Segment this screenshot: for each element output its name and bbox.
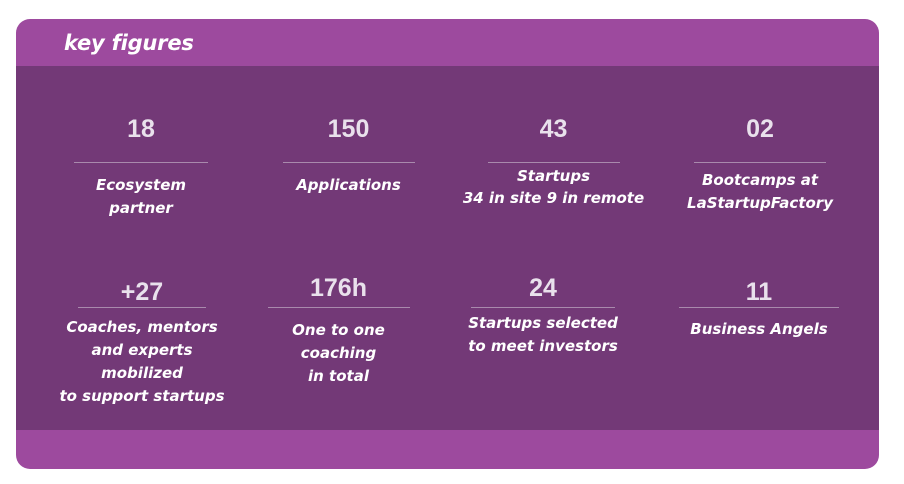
- stat-label: Startups 34 in site 9 in remote: [462, 167, 645, 207]
- stat-label: Bootcamps at LaStartupFactory: [687, 171, 833, 212]
- stat-label: Applications: [296, 176, 401, 194]
- stat-startups-selected: 24 Startups selected to meet investors: [468, 273, 618, 358]
- stats-panel: 18 Ecosystem partner 150 Applications 43…: [16, 66, 879, 430]
- key-figures-card: key figures 18 Ecosystem partner 150 App…: [16, 19, 879, 469]
- stat-label: Coaches, mentors and experts mobilized t…: [59, 318, 225, 405]
- stat-value: 150: [327, 115, 370, 143]
- stat-label: One to one coaching in total: [292, 321, 385, 385]
- stat-divider: [487, 162, 620, 163]
- stat-divider: [282, 162, 415, 163]
- stat-divider: [471, 307, 615, 308]
- stat-divider: [74, 162, 208, 163]
- stat-value: 11: [745, 278, 773, 306]
- stat-divider: [267, 307, 410, 308]
- stat-business-angels: 11 Business Angels: [678, 277, 840, 341]
- stat-label: Business Angels: [690, 320, 828, 338]
- stat-value: 43: [539, 115, 568, 143]
- stat-value: 02: [746, 115, 774, 143]
- stat-ecosystem-partners: 18 Ecosystem partner: [66, 114, 216, 220]
- stat-value: 176h: [310, 274, 367, 302]
- stat-value: 18: [127, 115, 155, 143]
- stat-divider: [679, 307, 839, 308]
- stat-value: 24: [529, 274, 557, 302]
- stat-coaches-mentors: +27 Coaches, mentors and experts mobiliz…: [56, 277, 228, 408]
- stat-bootcamps: 02 Bootcamps at LaStartupFactory: [676, 114, 844, 215]
- stat-label: Startups selected to meet investors: [468, 314, 618, 355]
- stat-divider: [694, 162, 826, 163]
- stat-divider: [78, 307, 206, 308]
- stat-startups: 43 Startups 34 in site 9 in remote: [461, 114, 646, 209]
- stat-applications: 150 Applications: [271, 114, 426, 197]
- stat-value: +27: [120, 278, 164, 306]
- stat-coaching-hours: 176h One to one coaching in total: [256, 273, 421, 388]
- stat-label: Ecosystem partner: [95, 176, 187, 217]
- card-title: key figures: [64, 31, 194, 55]
